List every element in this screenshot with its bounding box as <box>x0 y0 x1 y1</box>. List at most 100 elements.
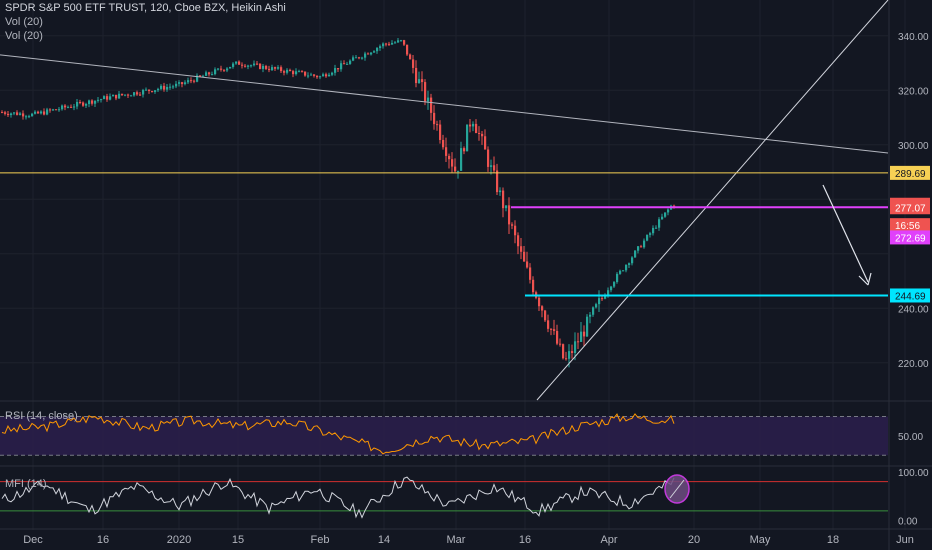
candle-body <box>355 57 358 59</box>
candle-body <box>364 53 367 58</box>
x-axis-tick-label: Jun <box>896 534 914 546</box>
candle-body <box>493 165 496 171</box>
candle-body <box>319 76 322 78</box>
candle-body <box>163 85 166 90</box>
candle-body <box>598 298 601 305</box>
countdown-badge <box>890 218 930 233</box>
candle-body <box>376 48 379 52</box>
candle-body <box>562 344 565 359</box>
candle-body <box>133 92 136 96</box>
candle-body <box>211 74 214 76</box>
candle-body <box>529 267 532 280</box>
candle-body <box>70 106 73 108</box>
candle-body <box>10 113 13 116</box>
candle-body <box>88 100 91 104</box>
mfi-line <box>1 476 675 519</box>
magenta-badge-text: 272.69 <box>895 233 926 244</box>
candle-body <box>220 68 223 70</box>
volume-legend-2[interactable]: Vol (20) <box>5 30 43 42</box>
candle-body <box>151 90 154 92</box>
candle-body <box>250 65 253 67</box>
candle-body <box>103 96 106 100</box>
candle-body <box>595 304 598 308</box>
candle-body <box>550 328 553 330</box>
candle-body <box>610 286 613 291</box>
forecast-arrow <box>822 184 869 283</box>
candle-body <box>520 246 523 252</box>
candle-body <box>136 92 139 95</box>
price-axis-tick-label: 220.00 <box>898 359 929 370</box>
volume-legend-1[interactable]: Vol (20) <box>5 16 43 28</box>
candle-body <box>508 205 511 225</box>
x-axis-tick-label: Feb <box>311 534 330 546</box>
candle-body <box>124 94 127 96</box>
candle-body <box>208 72 211 75</box>
candle-body <box>418 79 421 84</box>
candle-body <box>499 190 502 193</box>
candle-body <box>592 307 595 315</box>
candle-body <box>106 96 109 100</box>
candle-body <box>655 227 658 229</box>
candle-body <box>217 68 220 70</box>
candle-body <box>4 112 7 114</box>
candle-body <box>241 64 244 66</box>
candle-body <box>574 341 577 353</box>
candle-body <box>430 97 433 113</box>
symbol-legend[interactable]: SPDR S&P 500 ETF TRUST, 120, Cboe BZX, H… <box>5 2 286 14</box>
candle-body <box>658 219 661 228</box>
candle-body <box>628 263 631 265</box>
candle-body <box>289 69 292 72</box>
candle-body <box>394 42 397 44</box>
candle-body <box>244 65 247 67</box>
candle-body <box>460 148 463 171</box>
descending-trendline <box>0 54 889 154</box>
candle-body <box>373 51 376 53</box>
candle-body <box>517 235 520 247</box>
candle-body <box>166 86 169 90</box>
candle-body <box>457 170 460 172</box>
price-axis-tick-label: 320.00 <box>898 86 929 97</box>
price-axis-tick-label: 240.00 <box>898 304 929 315</box>
candle-body <box>52 109 55 111</box>
candle-body <box>556 330 559 344</box>
candle-body <box>646 234 649 241</box>
candle-body <box>157 88 160 91</box>
candle-body <box>49 109 52 111</box>
x-axis-tick-label: 15 <box>232 534 244 546</box>
candle-body <box>223 69 226 71</box>
candle-body <box>619 270 622 274</box>
candle-body <box>28 116 31 118</box>
candle-body <box>448 155 451 160</box>
mfi-legend[interactable]: MFI (14) <box>5 478 47 490</box>
x-axis-tick-label: May <box>750 534 771 546</box>
candle-body <box>379 46 382 49</box>
candle-body <box>313 74 316 76</box>
candle-body <box>622 270 625 272</box>
candle-body <box>172 86 175 88</box>
candle-body <box>307 75 310 77</box>
candle-body <box>436 124 439 126</box>
candle-body <box>175 83 178 87</box>
candle-body <box>532 279 535 293</box>
candle-body <box>427 97 430 102</box>
candle-body <box>496 170 499 193</box>
candle-body <box>118 93 121 99</box>
rsi-legend[interactable]: RSI (14, close) <box>5 410 78 422</box>
candle-body <box>349 60 352 64</box>
candle-body <box>541 306 544 311</box>
candle-body <box>433 112 436 125</box>
candle-body <box>37 111 40 114</box>
ascending-trendline <box>536 0 889 401</box>
candle-body <box>22 113 25 117</box>
candle-body <box>79 101 82 103</box>
candle-body <box>634 250 637 258</box>
candle-body <box>61 105 64 110</box>
candle-body <box>637 246 640 251</box>
candle-body <box>589 314 592 317</box>
candle-body <box>346 63 349 65</box>
candle-body <box>343 63 346 65</box>
countdown-badge-text: 16:56 <box>895 221 920 232</box>
candle-body <box>25 116 28 118</box>
candle-body <box>487 149 490 167</box>
